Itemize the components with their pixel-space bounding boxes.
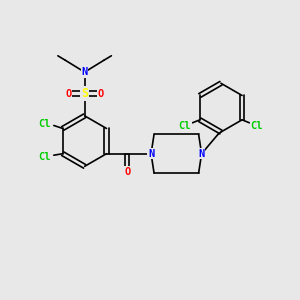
- Text: N: N: [199, 149, 205, 159]
- Text: N: N: [82, 67, 88, 77]
- Text: N: N: [148, 149, 154, 159]
- Text: O: O: [65, 88, 71, 98]
- Text: O: O: [124, 167, 130, 176]
- Text: Cl: Cl: [39, 152, 51, 162]
- Text: Cl: Cl: [179, 121, 191, 131]
- Text: O: O: [98, 88, 104, 98]
- Text: Cl: Cl: [250, 121, 263, 131]
- Text: S: S: [81, 87, 88, 100]
- Text: Cl: Cl: [39, 119, 51, 129]
